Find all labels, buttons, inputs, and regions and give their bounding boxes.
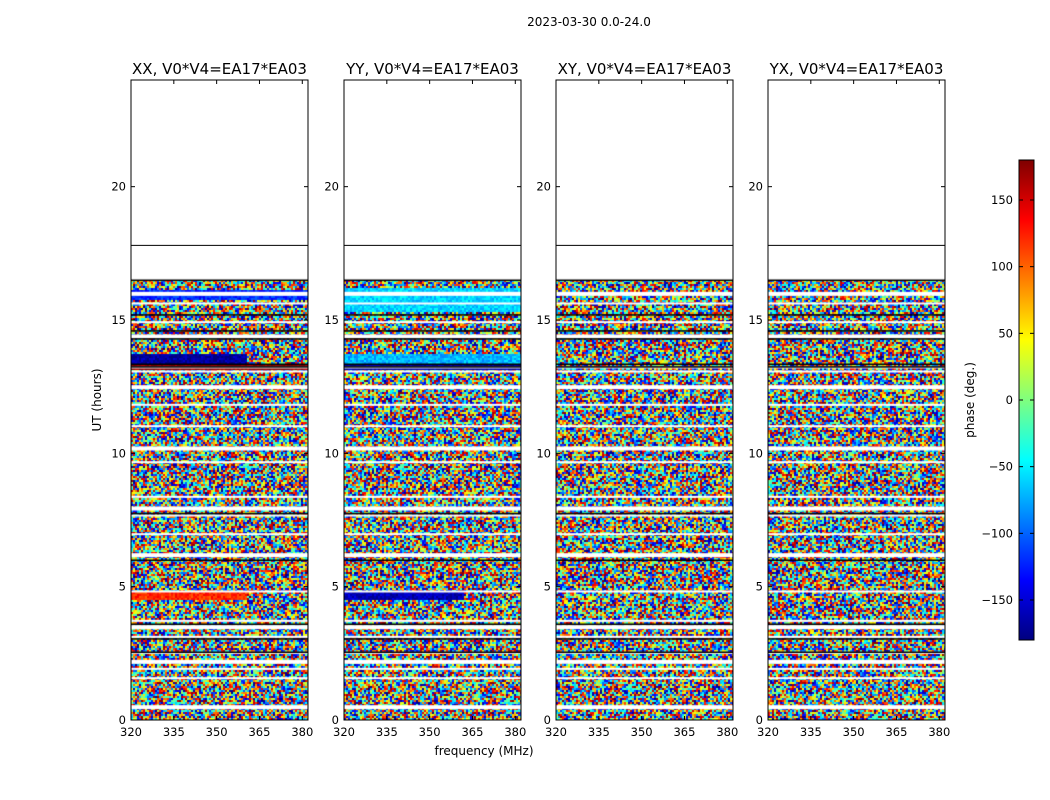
colorbar-tick-label: 0 [1006,393,1013,407]
panel-2-raster [344,80,521,720]
panel-title: YX, V0*V4=EA17*EA03 [769,60,944,78]
x-tick-label: 335 [800,725,822,739]
colorbar-tick-label: −100 [981,526,1013,540]
x-tick-label: 320 [757,725,779,739]
panel-4-raster [768,80,945,720]
x-axis-label: frequency (MHz) [434,744,533,758]
y-tick-label: 0 [544,713,551,727]
x-tick-label: 320 [545,725,567,739]
x-tick-label: 335 [588,725,610,739]
y-tick-label: 20 [748,180,763,194]
y-tick-label: 10 [111,446,126,460]
colorbar-ticks: 150 100 50 0 −50 −100 −150 [981,193,1034,607]
panel-1: XX, V0*V4=EA17*EA03 320 335 350 365 380 0 5 10 15… [111,60,313,739]
colorbar-tick-label: 100 [991,260,1013,274]
y-tick-label: 20 [536,180,551,194]
y-tick-label: 5 [756,580,763,594]
panel-frame [343,79,522,721]
panel-3-raster [556,80,733,720]
panel-4: YX, V0*V4=EA17*EA03 320 335 350 365 380 0 5 10 15… [748,60,950,739]
panel-3: XY, V0*V4=EA17*EA03 320 335 350 365 380 0 5 10 15… [536,60,738,739]
x-tick-label: 335 [163,725,185,739]
y-tick-label: 15 [748,313,763,327]
panel-title: XX, V0*V4=EA17*EA03 [132,60,307,78]
y-tick-label: 0 [332,713,339,727]
y-tick-label: 15 [111,313,126,327]
panel-2-image [344,80,521,720]
x-tick-label: 350 [843,725,865,739]
x-tick-label: 320 [120,725,142,739]
y-tick-label: 0 [119,713,126,727]
y-tick-label: 5 [119,580,126,594]
y-tick-label: 15 [536,313,551,327]
y-tick-label: 10 [536,446,551,460]
panel-frame [555,79,734,721]
x-tick-label: 365 [461,725,483,739]
x-tick-label: 365 [673,725,695,739]
panel-3-image [556,80,733,720]
y-tick-label: 10 [324,446,339,460]
panel-title: XY, V0*V4=EA17*EA03 [558,60,732,78]
x-tick-label: 350 [631,725,653,739]
colorbar-tick-label: −50 [989,460,1013,474]
y-tick-label: 5 [544,580,551,594]
panel-2: YY, V0*V4=EA17*EA03 320 335 350 365 380 0 5 10 15… [324,60,526,739]
x-tick-label: 335 [376,725,398,739]
y-tick-label: 10 [748,446,763,460]
panel-frame [130,79,309,721]
colorbar-label: phase (deg.) [963,362,977,438]
x-tick-label: 380 [716,725,738,739]
colorbar-tick-label: −150 [981,593,1013,607]
colorbar: 150 100 50 0 −50 −100 −150 phase (deg.) [963,159,1035,641]
colorbar-tick-label: 150 [991,193,1013,207]
y-axis-label: UT (hours) [90,368,104,431]
y-tick-label: 20 [324,180,339,194]
panel-1-image [131,80,308,720]
y-tick-label: 0 [756,713,763,727]
x-tick-label: 365 [885,725,907,739]
x-tick-label: 365 [248,725,270,739]
panel-4-image [768,80,945,720]
x-tick-label: 380 [504,725,526,739]
panels: XX, V0*V4=EA17*EA03 320 335 350 365 380 0 5 10 15… [111,60,950,739]
colorbar-tick-label: 50 [998,326,1013,340]
figure-title: 2023-03-30 0.0-24.0 [527,15,651,29]
x-tick-label: 320 [333,725,355,739]
x-tick-label: 350 [419,725,441,739]
y-tick-label: 20 [111,180,126,194]
y-tick-label: 15 [324,313,339,327]
panel-title: YY, V0*V4=EA17*EA03 [345,60,519,78]
x-tick-label: 380 [928,725,950,739]
panel-frame [767,79,946,721]
panel-1-raster [131,80,308,720]
y-tick-label: 5 [332,580,339,594]
x-tick-label: 380 [291,725,313,739]
x-tick-label: 350 [206,725,228,739]
